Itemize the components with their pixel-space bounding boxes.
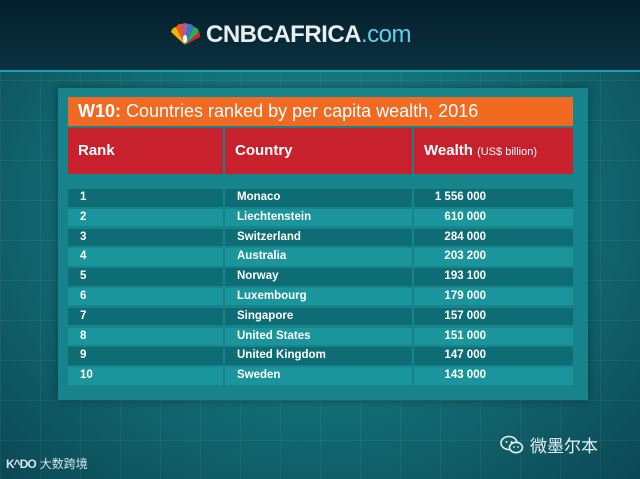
table-row: 2 Liechtenstein 610 000	[68, 208, 573, 228]
table-row: 1 Monaco 1 556 000	[68, 188, 573, 208]
wealth-value: 143 000	[444, 369, 486, 382]
wealth-cell: 179 000	[414, 287, 573, 306]
table-title-text: Countries ranked by per capita wealth, 2…	[121, 101, 479, 121]
wealth-value: 1 556 000	[434, 191, 486, 203]
wealth-value: 193 100	[444, 270, 486, 283]
table-row: 8 United States 151 000	[68, 327, 573, 347]
wealth-value: 147 000	[444, 349, 486, 362]
country-cell: Sweden	[225, 367, 412, 385]
nbc-peacock-icon	[171, 23, 201, 45]
wealth-cell: 1 556 000	[414, 189, 573, 207]
logo-brand-text: CNBCAFRICA	[206, 21, 361, 48]
table-row: 4 Australia 203 200	[68, 247, 573, 267]
wealth-value: 179 000	[444, 289, 486, 302]
wechat-account-name: 微墨尔本	[530, 437, 598, 456]
table-title: W10: Countries ranked by per capita weal…	[68, 97, 573, 126]
rank-cell: 5	[68, 268, 223, 286]
corner-watermark-text: 大数跨境	[39, 457, 88, 471]
wealth-cell: 284 000	[414, 228, 573, 247]
wechat-watermark: 微墨尔本	[500, 432, 598, 457]
ranking-table: W10: Countries ranked by per capita weal…	[58, 88, 588, 400]
rank-cell: 8	[68, 327, 223, 346]
rank-cell: 9	[68, 347, 223, 365]
country-cell: Luxembourg	[225, 287, 412, 306]
table-body: 1 Monaco 1 556 000 2 Liechtenstein 610 0…	[68, 188, 573, 386]
wealth-value: 157 000	[444, 309, 486, 322]
country-cell: Norway	[225, 268, 412, 286]
wealth-value: 203 200	[444, 250, 486, 263]
rank-cell: 2	[68, 208, 223, 227]
wealth-cell: 193 100	[414, 268, 573, 286]
cnbc-africa-logo: CNBCAFRICA.com	[168, 20, 412, 50]
rank-cell: 3	[68, 228, 223, 247]
wealth-cell: 151 000	[414, 327, 573, 346]
corner-watermark-mark: K^DO	[6, 456, 37, 471]
rank-cell: 6	[68, 287, 223, 306]
wealth-value: 151 000	[444, 329, 486, 342]
rank-cell: 10	[68, 367, 223, 385]
wealth-cell: 203 200	[414, 248, 573, 266]
wealth-value: 284 000	[444, 230, 486, 243]
country-cell: Monaco	[225, 189, 412, 207]
table-row: 9 United Kingdom 147 000	[68, 346, 573, 366]
corner-watermark: K^DO 大数跨境	[6, 455, 88, 472]
country-cell: Australia	[225, 248, 412, 266]
wechat-icon	[500, 435, 524, 453]
rank-cell: 7	[68, 307, 223, 326]
table-row: 7 Singapore 157 000	[68, 307, 573, 327]
wealth-value: 610 000	[444, 210, 486, 223]
country-cell: United States	[225, 327, 412, 346]
table-row: 10 Sweden 143 000	[68, 366, 573, 386]
column-header-wealth-label: Wealth	[424, 142, 473, 159]
wealth-cell: 147 000	[414, 347, 573, 365]
column-header-rank-label: Rank	[78, 142, 115, 159]
wealth-cell: 143 000	[414, 367, 573, 385]
logo-domain-text: .com	[360, 21, 412, 48]
country-cell: Liechtenstein	[225, 208, 412, 227]
country-cell: Switzerland	[225, 228, 412, 247]
channel-header: CNBCAFRICA.com	[0, 0, 640, 72]
column-header-wealth-unit: (US$ billion)	[477, 146, 537, 158]
rank-cell: 1	[68, 189, 223, 207]
table-row: 3 Switzerland 284 000	[68, 228, 573, 248]
column-header-wealth: Wealth (US$ billion)	[414, 128, 573, 174]
rank-cell: 4	[68, 248, 223, 266]
column-header-country: Country	[225, 128, 412, 174]
column-header-rank: Rank	[68, 128, 223, 174]
column-header-country-label: Country	[235, 142, 293, 159]
table-title-prefix: W10:	[78, 101, 122, 121]
table-header-row: Rank Country Wealth (US$ billion)	[68, 128, 573, 174]
table-row: 6 Luxembourg 179 000	[68, 287, 573, 307]
country-cell: United Kingdom	[225, 347, 412, 365]
wealth-cell: 157 000	[414, 307, 573, 326]
country-cell: Singapore	[225, 307, 412, 326]
wealth-cell: 610 000	[414, 208, 573, 227]
table-row: 5 Norway 193 100	[68, 267, 573, 287]
